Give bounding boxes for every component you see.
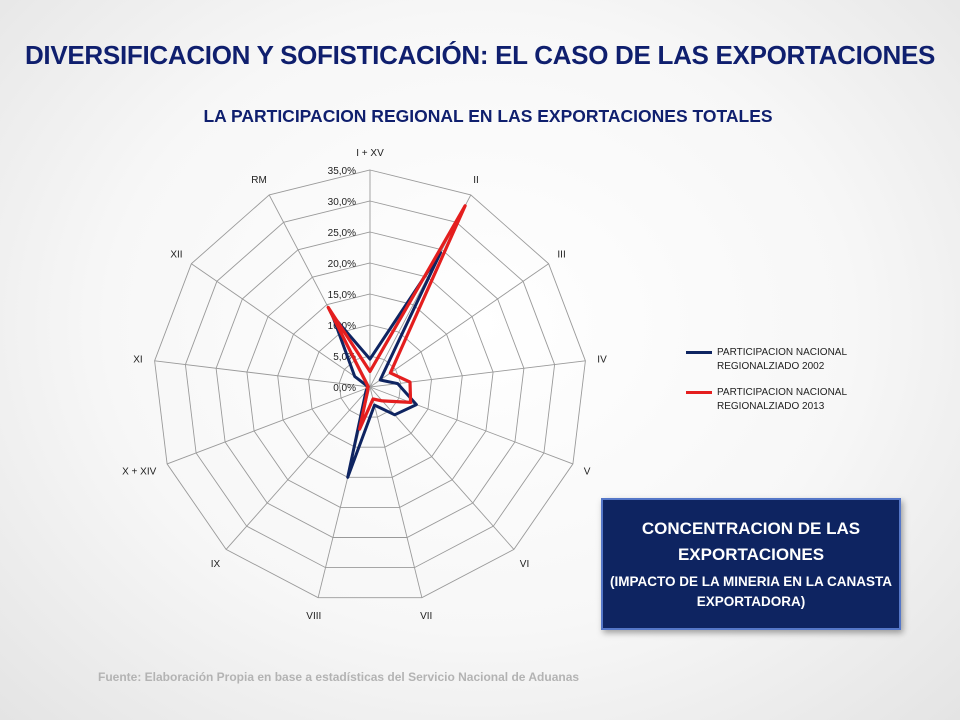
- tick-label: 15,0%: [328, 290, 356, 301]
- legend-item-2002: PARTICIPACION NACIONAL REGIONALZIADO 200…: [686, 346, 906, 374]
- grid-ring-2: [308, 324, 432, 448]
- grid-ring-6: [184, 200, 556, 569]
- legend-swatch-2013: [686, 391, 712, 394]
- grid-ring-4: [246, 262, 494, 508]
- grid-spoke-3: [369, 360, 586, 388]
- tick-label: 5,0%: [333, 352, 356, 363]
- tick-label: 0,0%: [333, 383, 356, 394]
- category-label: XII: [170, 250, 182, 261]
- category-label: IV: [597, 355, 607, 366]
- chart-subtitle: LA PARTICIPACION REGIONAL EN LAS EXPORTA…: [203, 106, 773, 126]
- category-label: V: [584, 466, 591, 477]
- legend-label-2002: PARTICIPACION NACIONAL REGIONALZIADO 200…: [717, 347, 847, 372]
- category-label: X + XIV: [122, 466, 157, 477]
- grid-spoke-5: [369, 386, 515, 550]
- tick-label: 25,0%: [328, 228, 356, 239]
- page-title: DIVERSIFICACION Y SOFISTICACIÓN: EL CASO…: [24, 40, 936, 70]
- legend-label-2013: PARTICIPACION NACIONAL REGIONALZIADO 201…: [717, 387, 847, 412]
- series-line-2002: [331, 251, 443, 479]
- grid-spoke-6: [369, 386, 423, 598]
- category-label: III: [557, 250, 565, 261]
- series-line-2013: [326, 204, 467, 431]
- grid-ring-5: [215, 231, 525, 538]
- note-detail: (IMPACTO DE LA MINERIA EN LA CANASTA EXP…: [610, 574, 892, 609]
- tick-label: 30,0%: [328, 197, 356, 208]
- legend-swatch-2002: [686, 351, 712, 354]
- grid-spoke-2: [369, 263, 549, 388]
- source-note: Fuente: Elaboración Propia en base a est…: [98, 670, 580, 684]
- grid-ring-7: [154, 169, 586, 599]
- note-box: CONCENTRACION DE LAS EXPORTACIONES (IMPA…: [601, 498, 901, 630]
- category-label: RM: [251, 175, 267, 186]
- category-label: II: [473, 175, 479, 186]
- category-label: VI: [520, 559, 529, 570]
- category-label: IX: [211, 559, 221, 570]
- grid-ring-3: [277, 293, 463, 478]
- grid-spoke-11: [191, 263, 371, 388]
- tick-label: 35,0%: [328, 166, 356, 177]
- category-label: VIII: [306, 611, 321, 622]
- category-label: VII: [420, 611, 432, 622]
- category-label: I + XV: [356, 148, 384, 159]
- chart-legend: PARTICIPACION NACIONAL REGIONALZIADO 200…: [686, 346, 906, 426]
- note-headline: CONCENTRACION DE LAS EXPORTACIONES: [641, 519, 861, 564]
- tick-label: 20,0%: [328, 259, 356, 270]
- grid-spoke-9: [166, 386, 371, 465]
- grid-spoke-8: [225, 386, 371, 550]
- category-label: XI: [133, 355, 142, 366]
- legend-item-2013: PARTICIPACION NACIONAL REGIONALZIADO 201…: [686, 386, 906, 414]
- grid-spoke-4: [369, 386, 574, 465]
- grid-spoke-10: [154, 360, 371, 388]
